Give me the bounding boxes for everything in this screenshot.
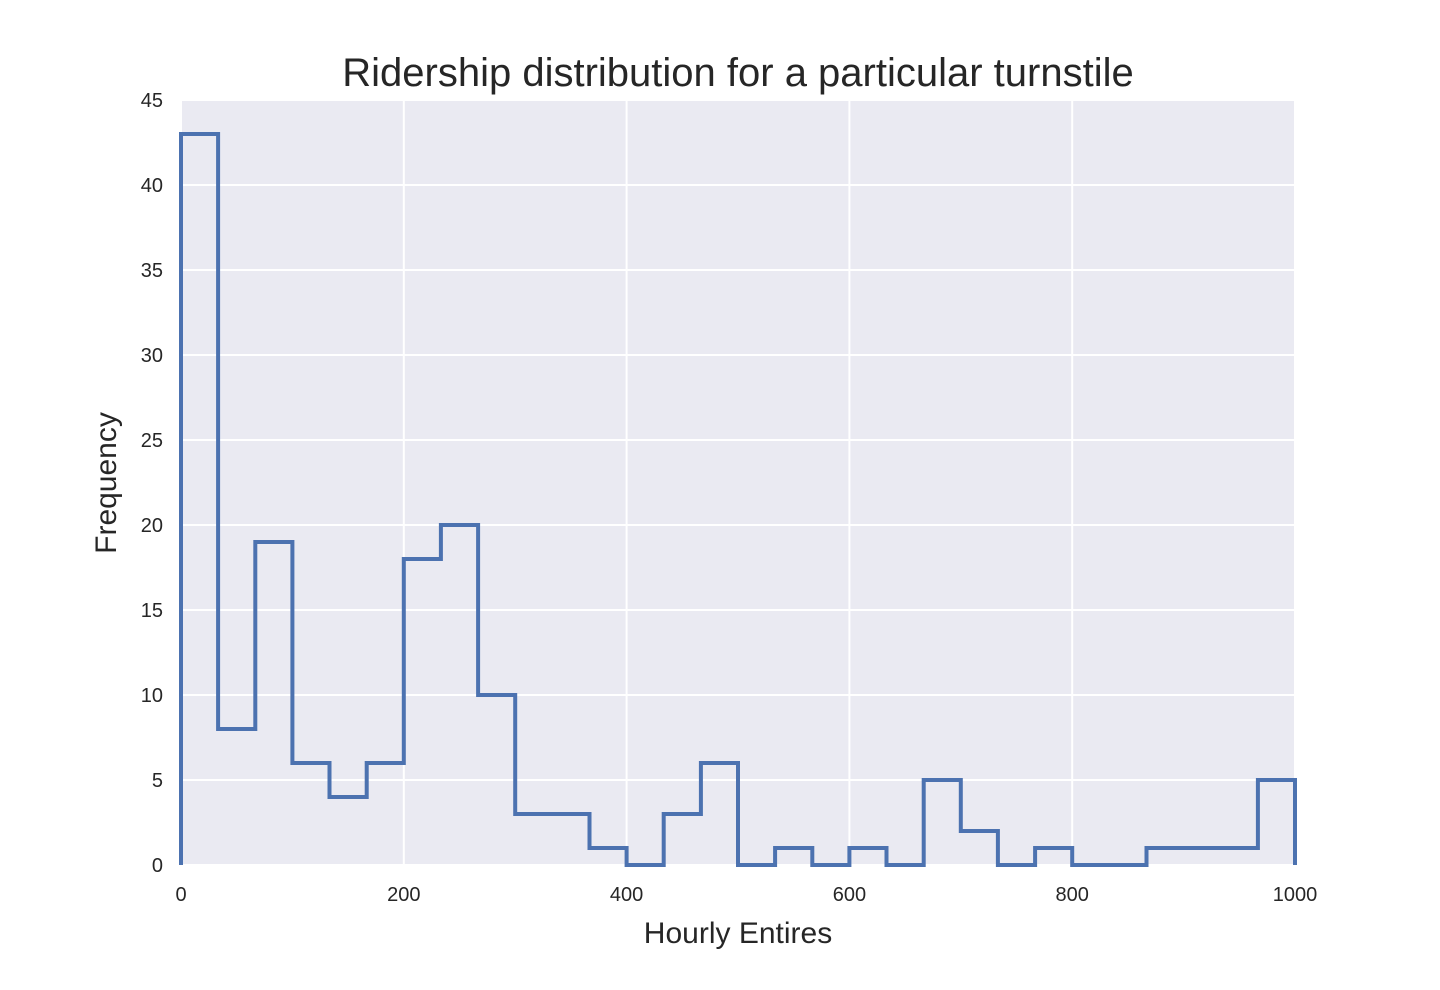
x-tick-label: 600 [833, 884, 866, 906]
y-tick-label: 0 [152, 855, 163, 877]
y-tick-label: 15 [141, 600, 163, 622]
y-tick-label: 5 [152, 770, 163, 792]
x-tick-label: 200 [387, 884, 420, 906]
x-tick-label: 800 [1056, 884, 1089, 906]
grid-lines [180, 99, 1296, 866]
x-tick-label: 0 [175, 884, 186, 906]
y-axis-label: Frequency [90, 412, 123, 554]
y-tick-label: 40 [141, 175, 163, 197]
y-tick-label: 10 [141, 685, 163, 707]
y-tick-label: 45 [141, 90, 163, 112]
y-tick-label: 35 [141, 260, 163, 282]
y-tick-label: 30 [141, 345, 163, 367]
y-tick-labels: 0 5 10 15 20 25 30 35 40 45 [141, 90, 163, 877]
plot-area [181, 100, 1295, 865]
histogram-step-line [179, 132, 1297, 867]
x-tick-label: 1000 [1273, 884, 1318, 906]
x-axis-label: Hourly Entires [644, 917, 832, 950]
y-tick-label: 25 [141, 430, 163, 452]
x-tick-labels: 0 200 400 600 800 1000 [175, 884, 1317, 906]
chart-title: Ridership distribution for a particular … [342, 51, 1133, 95]
x-tick-label: 400 [610, 884, 643, 906]
y-tick-label: 20 [141, 515, 163, 537]
